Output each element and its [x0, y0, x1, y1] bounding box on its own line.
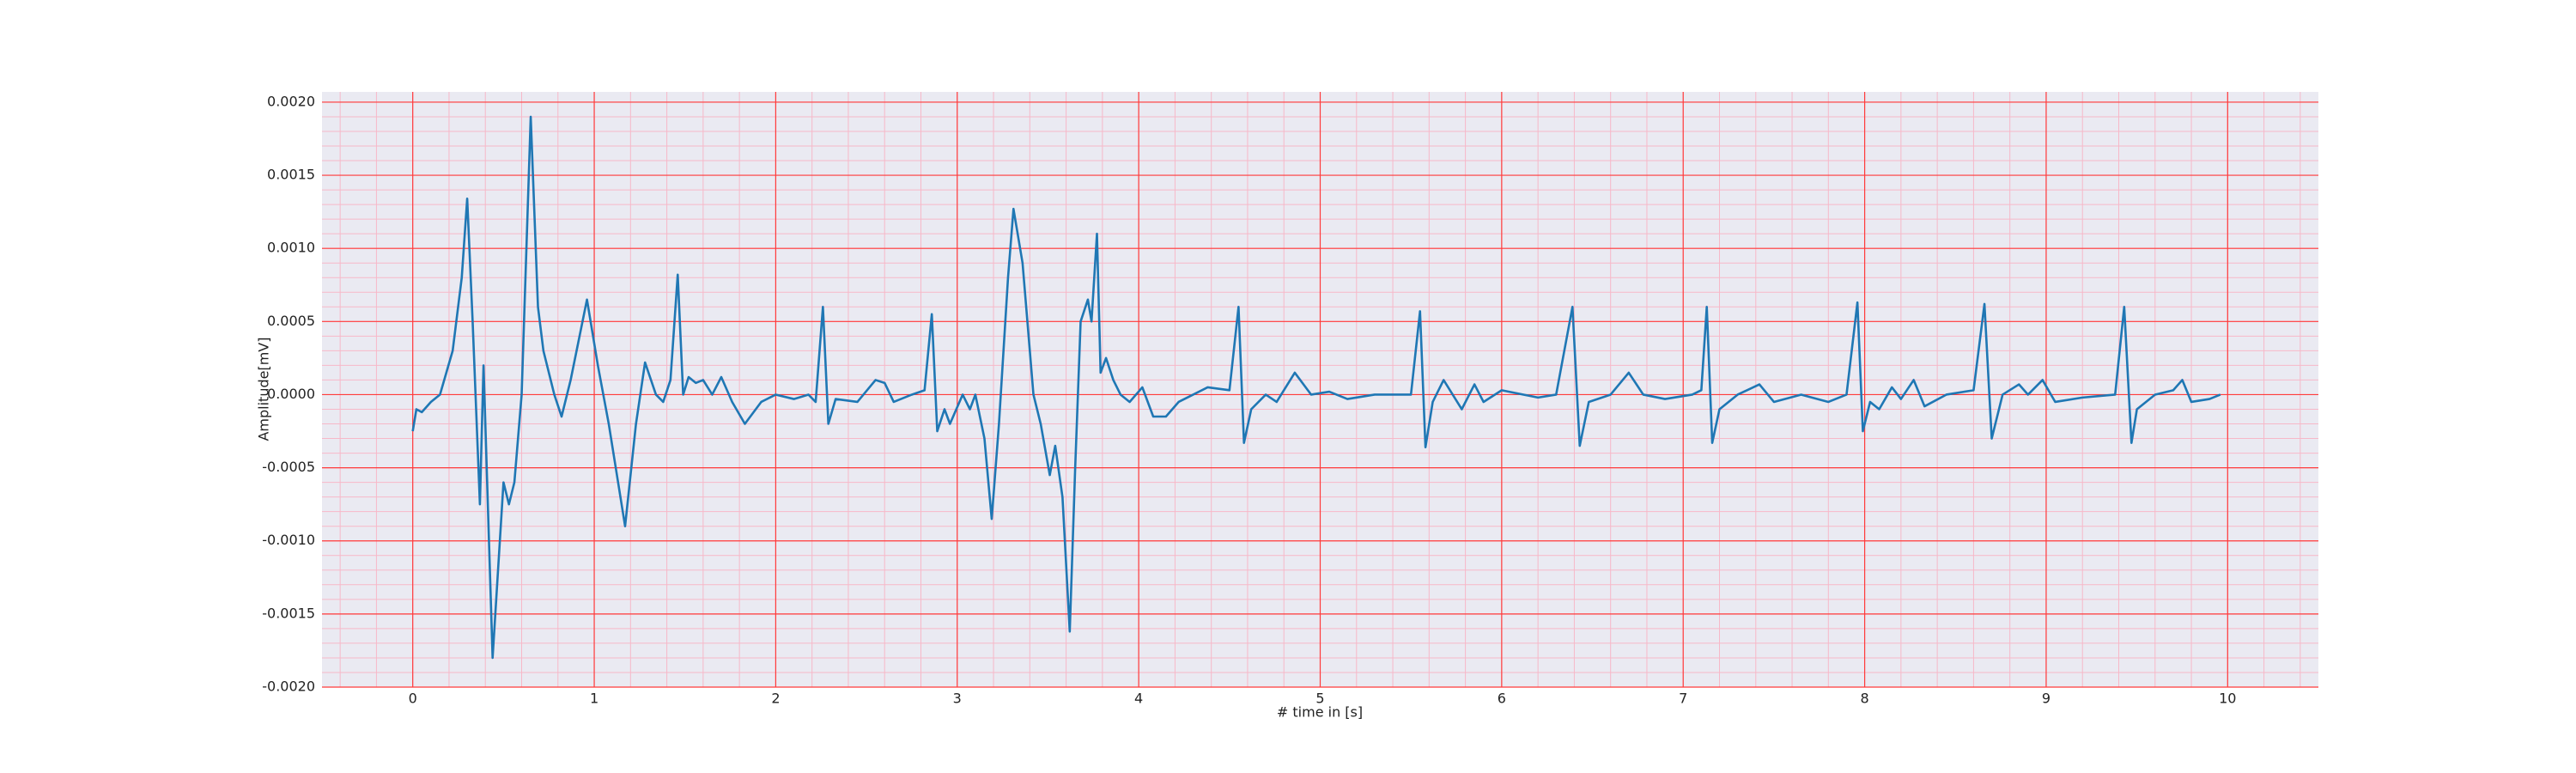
x-tick-label: 8	[1860, 691, 1868, 707]
y-tick-label: 0.0020	[267, 93, 315, 109]
y-tick-label: -0.0005	[262, 459, 315, 475]
x-tick-label: 1	[590, 691, 598, 707]
x-tick-label: 9	[2042, 691, 2050, 707]
y-tick-label: -0.0020	[262, 679, 315, 695]
y-axis-label: Amplitude[mV]	[256, 337, 272, 441]
y-tick-label: 0.0015	[267, 167, 315, 183]
signal-line	[411, 115, 2221, 660]
x-tick-label: 3	[953, 691, 962, 707]
x-axis-label: # time in [s]	[1277, 704, 1363, 721]
y-tick-label: 0.0010	[267, 240, 315, 256]
y-tick-label: -0.0015	[262, 605, 315, 621]
x-tick-label: 6	[1498, 691, 1506, 707]
y-tick-label: 0.0005	[267, 313, 315, 329]
x-tick-label: 10	[2219, 691, 2236, 707]
x-tick-label: 7	[1679, 691, 1687, 707]
x-tick-label: 0	[409, 691, 417, 707]
y-tick-label: 0.0000	[267, 386, 315, 402]
x-tick-label: 5	[1315, 691, 1324, 707]
x-tick-label: 2	[771, 691, 780, 707]
x-tick-label: 4	[1134, 691, 1143, 707]
y-tick-label: -0.0010	[262, 532, 315, 548]
